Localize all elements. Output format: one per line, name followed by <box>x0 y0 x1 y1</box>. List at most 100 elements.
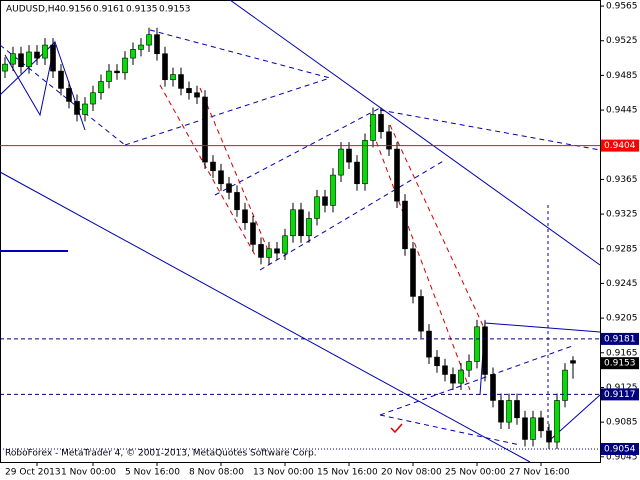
y-tick-label: 0.9365 <box>606 175 638 185</box>
candle-body <box>554 400 560 443</box>
candle-body <box>170 74 176 81</box>
y-tick-label: 0.9205 <box>606 314 638 324</box>
ohlc-high: 0.9161 <box>93 5 125 15</box>
candle-body <box>546 430 552 443</box>
candle-body <box>498 400 504 423</box>
level-box <box>601 442 639 455</box>
candle-body <box>506 400 512 423</box>
candle-body <box>114 70 120 74</box>
red-channel <box>159 84 256 256</box>
y-tick-label: 0.9285 <box>606 244 638 254</box>
ohlc-low: 0.9135 <box>126 5 158 15</box>
analysis-drawings <box>0 0 601 463</box>
dashed-line <box>379 344 576 416</box>
candle-body <box>306 218 312 237</box>
candle-body <box>474 326 480 362</box>
candle-body <box>90 92 96 105</box>
candle-body <box>146 34 152 46</box>
dashed-line <box>379 414 521 446</box>
candle-body <box>562 369 568 401</box>
y-tick-label: 0.9325 <box>606 210 638 220</box>
dashed-line <box>379 109 601 151</box>
level-label: 0.9117 <box>604 390 636 400</box>
candle-body <box>218 170 224 185</box>
candle-body <box>402 200 408 250</box>
candle-body <box>162 53 168 81</box>
candle-body <box>394 148 400 202</box>
candle-body <box>522 417 528 440</box>
x-tick-label: 25 Nov 00:00 <box>445 468 506 478</box>
candle-body <box>434 356 440 367</box>
y-tick-label: 0.9165 <box>606 348 638 358</box>
candle-body <box>458 369 464 384</box>
candle-body <box>282 235 288 254</box>
zigzag <box>4 40 86 131</box>
x-tick-label: 20 Nov 08:00 <box>381 468 442 478</box>
ohlc-close: 0.9153 <box>159 5 191 15</box>
candle-body <box>538 417 544 432</box>
candle-body <box>178 74 184 89</box>
candle-body <box>42 44 48 59</box>
y-tick-label: 0.9045 <box>606 452 638 462</box>
footer: RoboForex - MetaTrader 4, © 2001-2013, M… <box>5 449 317 459</box>
level-box <box>601 388 639 401</box>
x-tick-label: 8 Nov 08:00 <box>189 468 244 478</box>
dashed-line <box>214 107 381 196</box>
trend-line <box>484 322 601 333</box>
y-tick-label: 0.9525 <box>606 36 638 46</box>
candle-body <box>362 140 368 185</box>
candle-body <box>490 374 496 401</box>
candle-body <box>378 114 384 133</box>
check-mark <box>390 423 403 434</box>
candle-body <box>298 209 304 237</box>
level-box <box>601 332 639 345</box>
candle-body <box>442 365 448 375</box>
candle-body <box>202 96 208 163</box>
candle-body <box>106 70 112 82</box>
red-channel <box>389 124 486 331</box>
candle-body <box>274 248 280 254</box>
x-tick-label: 5 Nov 16:00 <box>125 468 180 478</box>
candle-body <box>314 196 320 219</box>
candle-body <box>58 70 64 89</box>
candle-body <box>338 148 344 176</box>
y-tick-label: 0.9565 <box>606 2 638 12</box>
trend-line <box>0 171 531 463</box>
candle-body <box>426 330 432 358</box>
candle-body <box>138 44 144 50</box>
candle-body <box>450 374 456 384</box>
dashed-line <box>149 29 331 79</box>
candle-body <box>2 63 8 72</box>
candle-body <box>226 183 232 193</box>
candle-body <box>258 244 264 258</box>
x-tick-label: 27 Nov 16:00 <box>509 468 570 478</box>
candle-body <box>570 360 576 364</box>
candle-body <box>322 196 328 206</box>
candle-body <box>530 417 536 440</box>
candle-body <box>34 51 40 59</box>
candle-body <box>290 209 296 237</box>
candle-body <box>410 248 416 297</box>
candle-body <box>466 361 472 371</box>
red-channel <box>369 124 471 391</box>
candle-body <box>354 161 360 185</box>
x-tick-label: 29 Oct 2013 <box>5 468 61 478</box>
x-tick-label: 13 Nov 00:00 <box>253 468 314 478</box>
y-tick-label: 0.9085 <box>606 418 638 428</box>
red-channel <box>199 87 271 256</box>
candle-body <box>50 44 56 72</box>
candle-body <box>330 174 336 206</box>
level-box <box>601 139 639 152</box>
candle-body <box>122 57 128 74</box>
candle-body <box>10 53 16 65</box>
candle-body <box>234 192 240 211</box>
candle-body <box>82 103 88 115</box>
x-tick-label: 1 Nov 00:00 <box>61 468 116 478</box>
candle-body <box>74 101 80 115</box>
candle-body <box>130 49 136 59</box>
level-box <box>601 357 639 370</box>
trend-line <box>229 0 601 266</box>
candle-body <box>418 296 424 332</box>
symbol: AUDUSD,H4 <box>6 5 61 15</box>
